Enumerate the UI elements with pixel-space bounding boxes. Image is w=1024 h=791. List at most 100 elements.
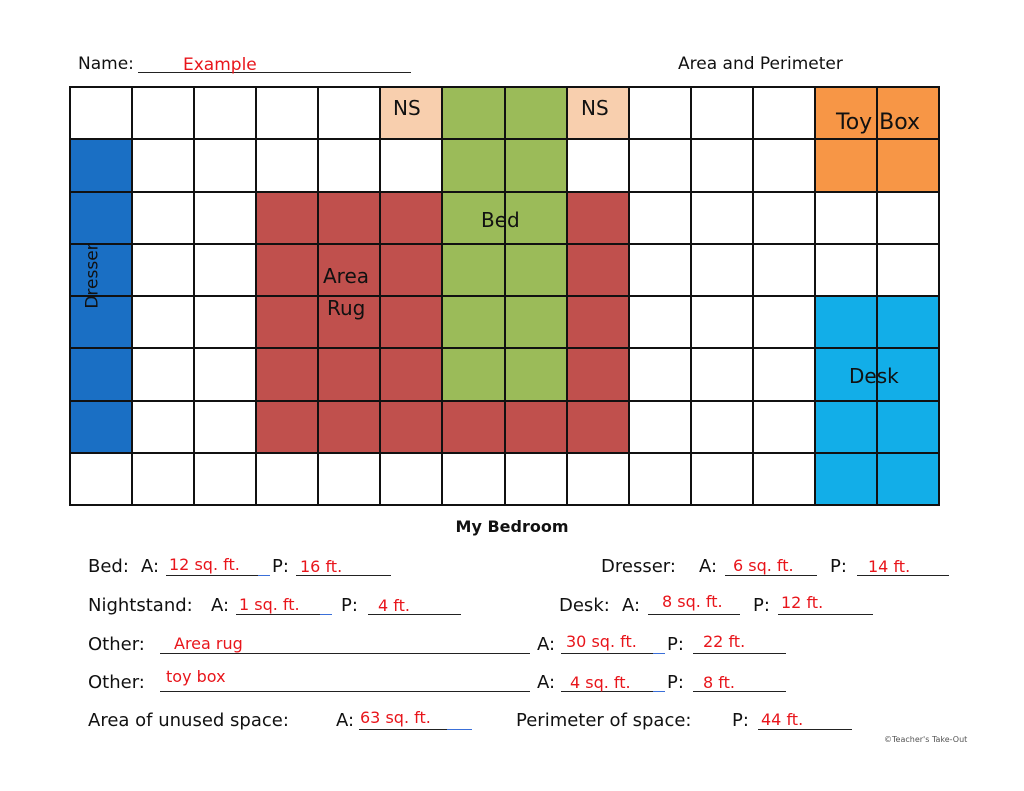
nightstand-a-label: A: [211,595,230,616]
grid-cell [629,140,692,193]
grid-cell-toy-box [815,140,878,193]
nightstand-row-label: Nightstand: [88,595,193,616]
grid-cell-area-rug [381,297,444,350]
grid-cell [815,192,878,245]
grid-cell-area-rug [443,401,506,454]
grid-cell-area-rug [567,244,630,297]
grid-cell-area-rug [567,401,630,454]
other2-perimeter-value: 8 ft. [703,673,735,692]
name-underline [138,72,411,73]
other2-row-label: Other: [88,672,145,693]
dresser-row-label: Dresser: [601,556,676,577]
other1-a-label: A: [537,634,556,655]
grid-cell-area-rug [381,349,444,402]
grid-cell [257,140,320,193]
dresser-perimeter-value: 14 ft. [868,557,911,576]
other1-perimeter-value: 22 ft. [703,632,746,651]
desk-area-value: 8 sq. ft. [662,592,723,611]
dresser-perimeter-line [857,575,949,576]
grid-cell-area-rug [381,244,444,297]
grid-cell-toy-box [877,88,940,141]
grid-cell [629,88,692,141]
grid-cell [133,140,196,193]
grid-cell [381,453,444,506]
grid-cell-bed [505,349,568,402]
grid-cell [753,192,816,245]
other2-item-line [160,691,530,692]
nightstand-area-line-blue [320,614,332,615]
other2-area-value: 4 sq. ft. [570,673,631,692]
grid-cell-area-rug [319,349,382,402]
grid-cell [319,453,382,506]
grid-cell [691,401,754,454]
grid-cell-desk [877,401,940,454]
bedroom-grid [69,86,940,506]
name-label: Name: [78,54,134,74]
grid-cell-bed [443,297,506,350]
desk-perimeter-line [778,614,873,615]
grid-cell [877,192,940,245]
grid-cell-nightstand-left [381,88,444,141]
nightstand-right-label: NS [581,96,609,120]
dresser-a-label: A: [699,556,718,577]
grid-cell [753,453,816,506]
grid-cell-dresser [71,192,134,245]
grid-cell [133,244,196,297]
grid-cell [443,453,506,506]
nightstand-perimeter-line [368,614,461,615]
grid-cell [195,244,258,297]
grid-cell [753,140,816,193]
grid-cell [195,88,258,141]
space-perimeter-value: 44 ft. [761,710,804,729]
grid-cell-desk [815,453,878,506]
grid-cell [195,297,258,350]
bed-label: Bed [481,208,520,232]
grid-cell [257,453,320,506]
desk-a-label: A: [622,595,641,616]
grid-cell-area-rug [381,192,444,245]
grid-cell [133,349,196,402]
toy-box-label: Toy Box [836,110,921,135]
other2-area-line-blue [653,691,665,692]
grid-cell [629,244,692,297]
grid-cell-bed [443,349,506,402]
nightstand-left-label: NS [393,96,421,120]
desk-perimeter-value: 12 ft. [781,593,824,612]
grid-cell-area-rug [567,349,630,402]
grid-cell-desk [815,297,878,350]
grid-cell-area-rug [319,192,382,245]
name-value: Example [183,55,257,75]
grid-cell-area-rug [567,192,630,245]
bed-row-label: Bed: [88,556,129,577]
other1-area-line [561,653,653,654]
space-perimeter-row-label: Perimeter of space: [516,710,692,731]
copyright-credit: ©Teacher's Take-Out [884,735,968,744]
grid-cell-bed [505,192,568,245]
dresser-label: Dresser [82,243,103,309]
grid-cell [629,453,692,506]
grid-cell [753,349,816,402]
bed-perimeter-line [296,575,391,576]
grid-cell-dresser [71,140,134,193]
grid-cell-toy-box [877,140,940,193]
grid-cell [691,192,754,245]
grid-cell [71,88,134,141]
grid-cell-area-rug [505,401,568,454]
grid-cell [133,88,196,141]
grid-cell-bed [505,140,568,193]
grid-cell-desk [815,401,878,454]
bed-area-line [166,575,258,576]
bed-perimeter-value: 16 ft. [300,557,343,576]
other1-item-line [160,653,530,654]
grid-cell [691,244,754,297]
desk-area-line [648,614,740,615]
dresser-p-label: P: [830,556,847,577]
grid-cell [753,244,816,297]
grid-cell [195,401,258,454]
unused-row-label: Area of unused space: [88,710,289,731]
grid-cell-area-rug [319,244,382,297]
other1-area-value: 30 sq. ft. [566,632,637,651]
nightstand-area-value: 1 sq. ft. [239,595,300,614]
grid-cell [257,88,320,141]
grid-cell [691,453,754,506]
